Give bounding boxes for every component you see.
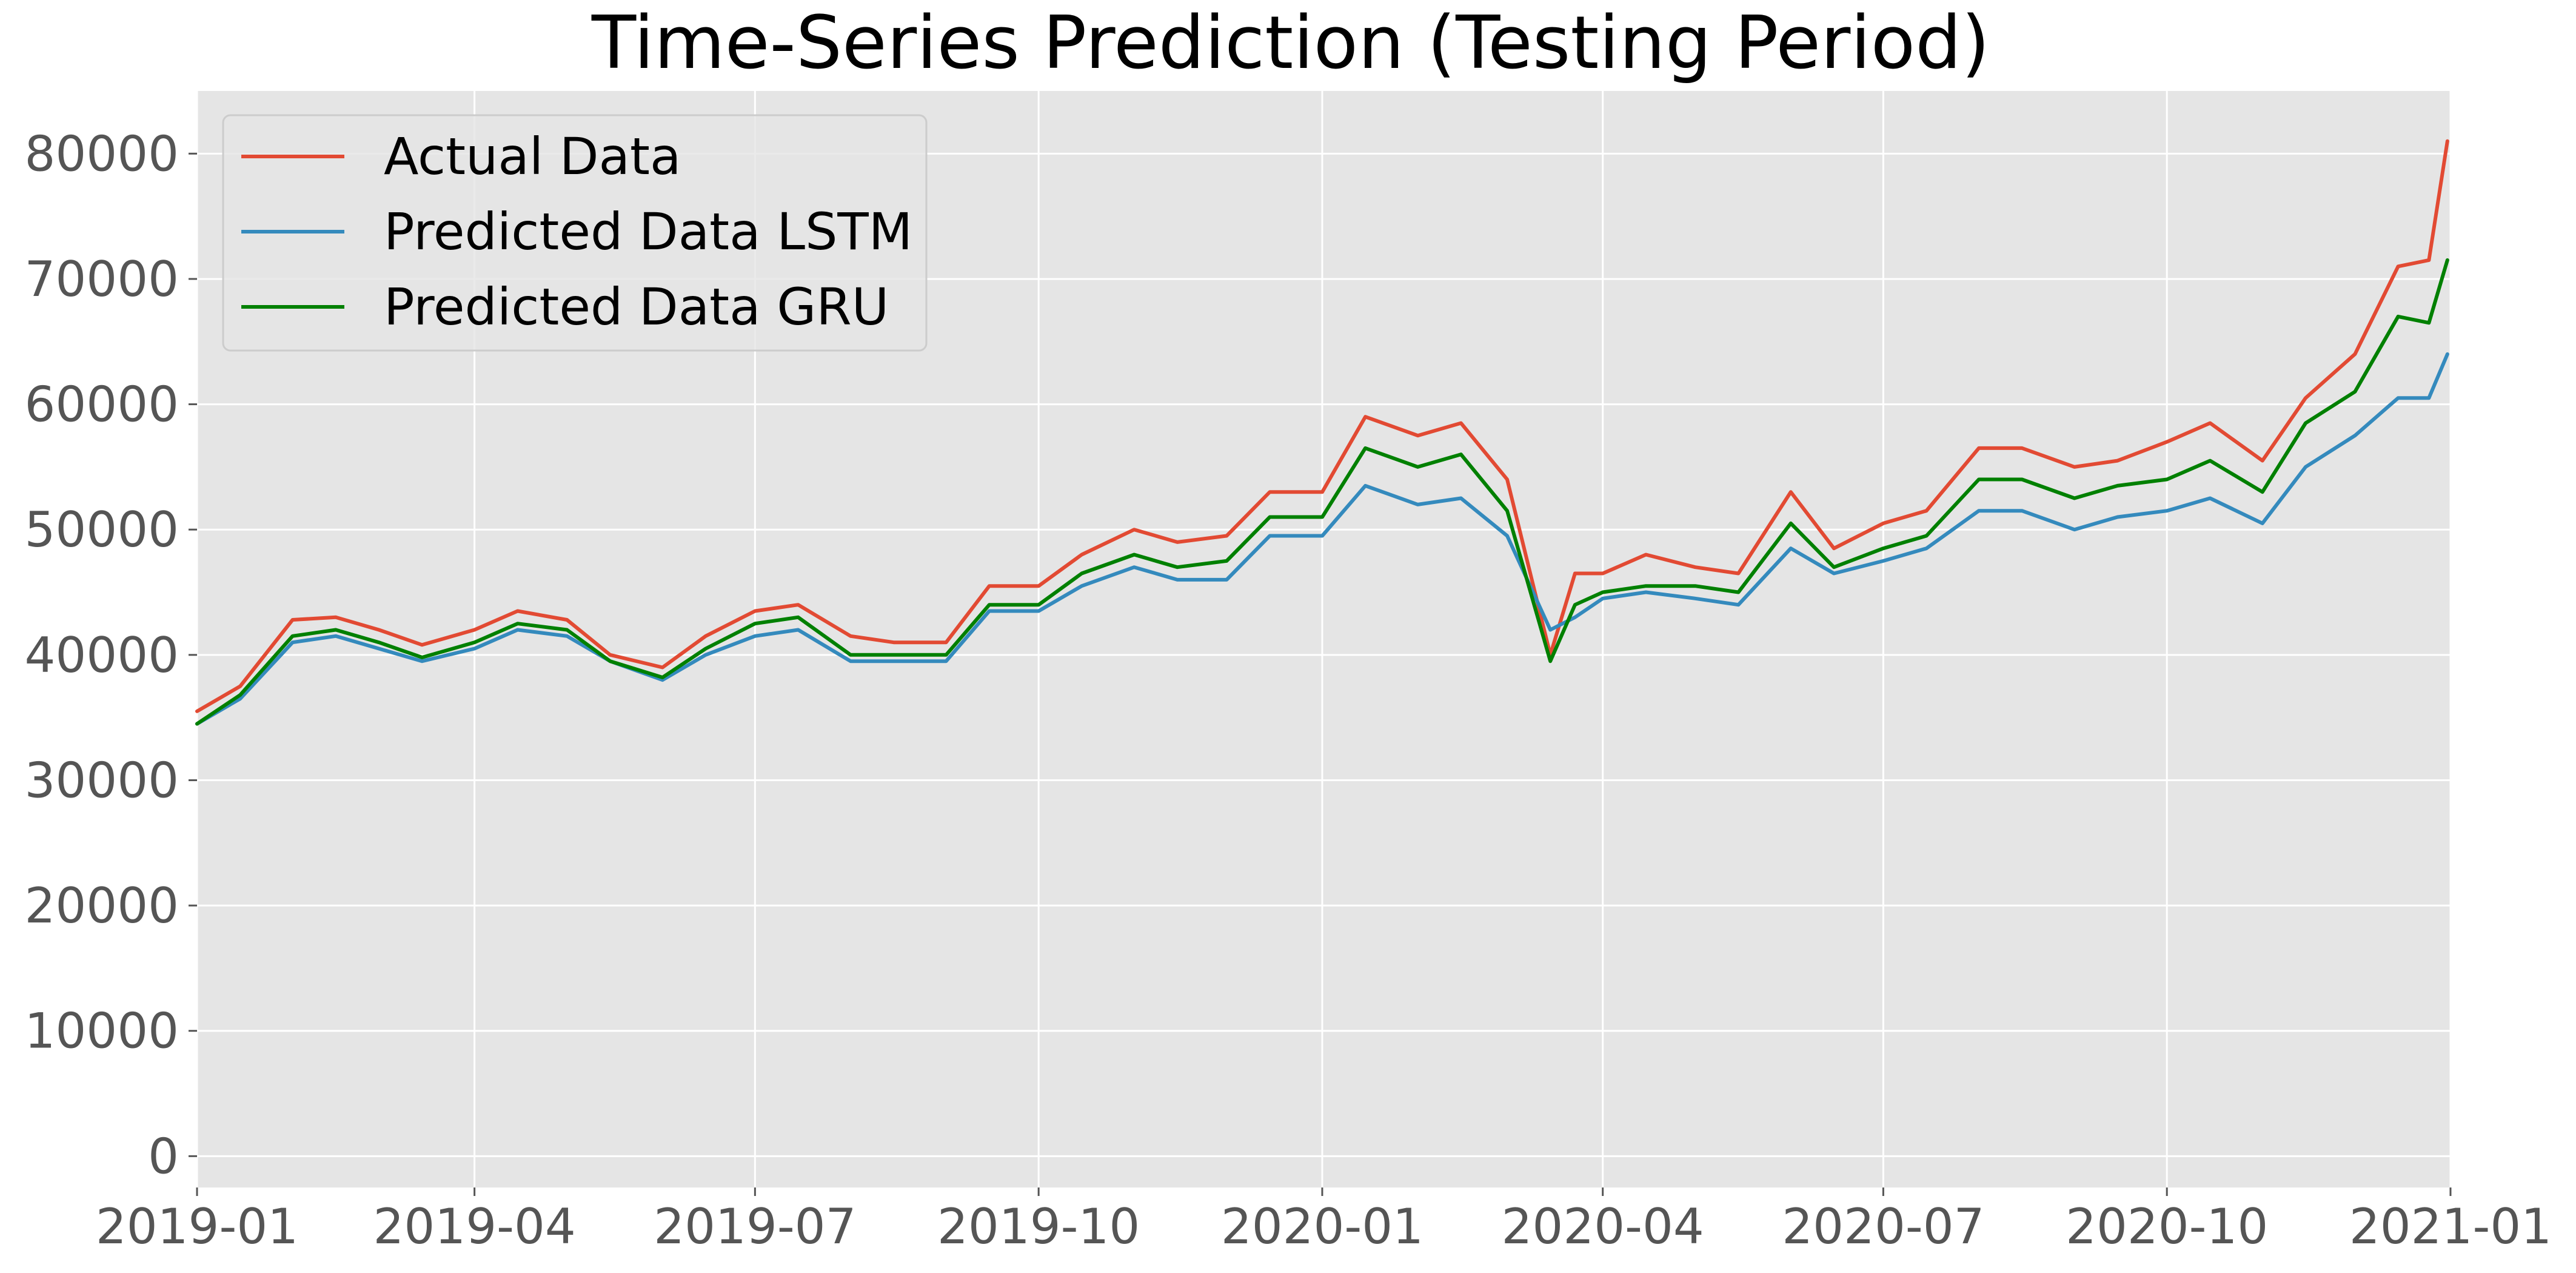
x-axis-ticks: 2019-01 2019-04 2019-07 2019-10 2020-01 2020-… [96,1187,2552,1255]
x-tick-label: 2020-04 [1502,1198,1704,1255]
x-tick-label: 2020-10 [2066,1198,2268,1255]
legend-box [222,114,928,352]
y-tick-label: 10000 [25,1003,179,1060]
y-tick-label: 50000 [25,502,179,558]
y-tick-label: 70000 [25,251,179,307]
series-line-3 [195,258,2449,726]
y-tick-label: 0 [148,1128,179,1184]
y-tick-label: 20000 [25,878,179,934]
y-tick-label: 30000 [25,752,179,808]
series-lines [195,139,2449,726]
x-tick-label: 2019-10 [937,1198,1140,1255]
legend-label: Predicted Data GRU [384,277,889,337]
y-axis-ticks: 0 10000 20000 30000 40000 50000 60000 70000 8000… [25,126,197,1184]
x-tick-label: 2021-01 [2349,1198,2552,1255]
legend: Actual Data Predicted Data LSTM Predicted … [222,114,928,352]
legend-label: Predicted Data LSTM [384,202,912,261]
legend-label: Actual Data [384,127,681,186]
x-tick-label: 2020-07 [1782,1198,1984,1255]
x-tick-label: 2019-07 [654,1198,856,1255]
series-line-2 [195,352,2449,726]
y-tick-label: 80000 [25,126,179,182]
series-line-1 [195,139,2449,713]
x-tick-label: 2020-01 [1221,1198,1423,1255]
y-tick-label: 60000 [25,377,179,433]
legend-items: Actual Data Predicted Data LSTM Predicted … [241,127,912,337]
x-tick-label: 2019-04 [373,1198,576,1255]
x-tick-label: 2019-01 [96,1198,298,1255]
y-tick-label: 40000 [25,627,179,684]
chart-title: Time-Series Prediction (Testing Period) [591,1,1990,86]
